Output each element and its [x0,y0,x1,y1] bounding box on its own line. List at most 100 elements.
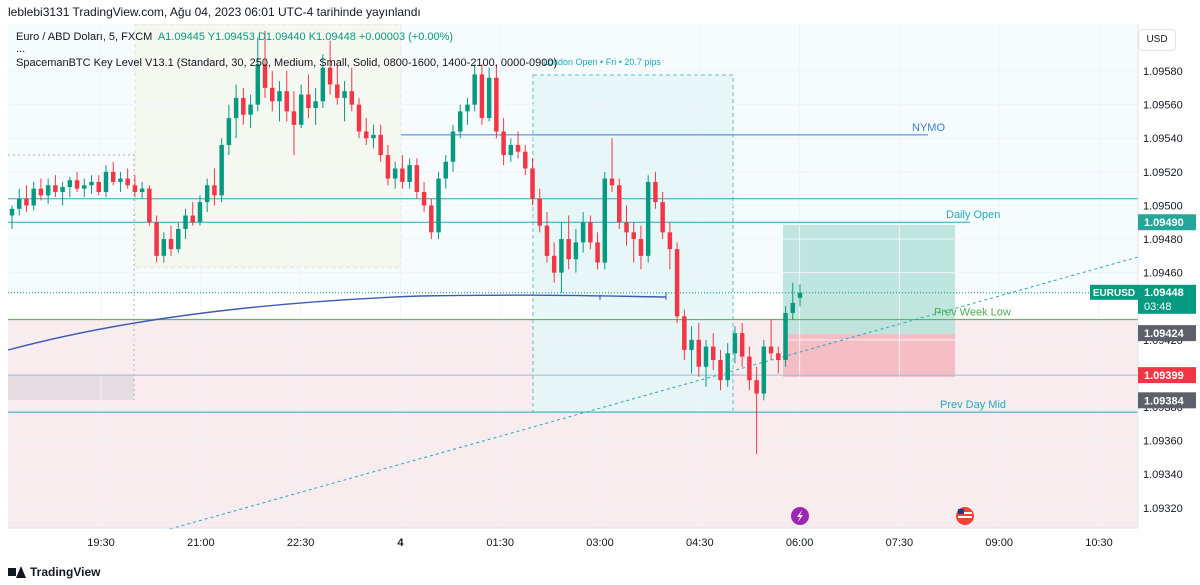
candle [682,309,687,360]
candle [429,198,434,240]
candle-body [783,312,788,360]
candle-body [797,292,803,298]
candle-body [204,185,210,203]
price-badge-text: 1.09384 [1144,395,1185,407]
candle-body [660,202,665,233]
candle-body [400,168,405,182]
candle-body [327,67,333,85]
candle-body [580,222,586,243]
candle [31,181,36,211]
event-icons[interactable] [791,507,974,525]
candle-body [429,205,434,233]
candle-body [168,239,174,250]
candle-body [776,353,781,360]
candle-body [711,346,716,360]
candle [89,175,94,194]
price-badge-text: 1.09399 [1144,370,1184,382]
candle [335,64,340,105]
candle-body [667,232,673,250]
candle-body [790,302,796,313]
x-tick-label: 06:00 [786,537,814,549]
candle-body [421,192,427,206]
legend-ellipsis[interactable]: ... [16,43,26,55]
candle-body [566,239,571,260]
candle [118,171,123,192]
x-tick-label: 21:00 [187,537,215,549]
candle-body [82,185,87,189]
candle-body [125,178,130,186]
candle [284,71,289,122]
candle-body [494,77,499,132]
candle [421,181,427,213]
candle [674,242,680,324]
candle-body [472,74,477,105]
candle [761,339,767,401]
chart-legend: Euro / ABD Doları, 5, FXCM A1.09445 Y1.0… [16,30,557,71]
us-flag-canton [958,509,964,514]
tradingview-logo[interactable]: TradingView [8,565,100,579]
candle-body [747,356,752,381]
candle-body [60,186,65,192]
candle-body [414,165,420,192]
candle [783,306,788,367]
candles-layer [9,30,803,455]
x-tick-label: 07:30 [886,537,914,549]
candle-countdown: 03:48 [1144,301,1172,313]
candle [609,138,615,192]
candle-body [689,339,694,350]
candle [617,178,622,229]
moving-average-layer [7,256,1139,530]
candle [204,178,210,213]
candle-body [219,144,224,196]
current-price-text: 1.09448 [1144,287,1184,299]
y-tick-label: 1.09500 [1143,200,1183,212]
candle [306,74,311,119]
candle [103,165,109,198]
candle [703,339,709,387]
candle [653,171,658,209]
candle-body [609,178,615,186]
candle [573,228,579,273]
candle-body [356,104,362,132]
x-tick-label: 04:30 [686,537,714,549]
currency-button[interactable]: USD [1138,29,1176,51]
candle [725,343,730,387]
x-tick-label: 03:00 [586,537,614,549]
symbol-badge [1090,284,1138,300]
candle [161,232,167,263]
candle [494,64,499,139]
candle-body [31,188,36,206]
candle-body [161,239,167,256]
time-axis[interactable]: 19:30 21:00 22:30 4 01:30 03:00 04:30 06:00 07:3… [8,527,1138,549]
candle [132,175,138,198]
candle [320,54,326,108]
candle [508,138,514,162]
candle [356,97,362,139]
candle [436,171,441,240]
candle [660,192,665,240]
candle-body [313,101,318,108]
candle [53,175,58,198]
candle-body [363,131,369,139]
candle-body [515,144,521,152]
price-badge [1138,325,1196,342]
tradingview-logo-icon [8,566,26,578]
candle [291,91,297,156]
price-badge [1138,392,1196,409]
price-chart[interactable]: NYMO Daily Open Prev Week Low Prev Day Mid L… [0,24,1200,561]
candle [631,222,636,263]
x-tick-label: 4 [397,537,404,549]
candle [190,202,195,226]
candle [197,195,203,226]
price-badge [1138,367,1196,384]
y-tick-label: 1.09320 [1143,503,1183,515]
candle [689,326,694,374]
candle [45,178,51,204]
candle-body [465,104,470,112]
candle [580,212,586,253]
candle [392,161,398,189]
candle-body [16,198,22,209]
candle [797,284,803,307]
symbol-legend-line: Euro / ABD Doları, 5, FXCM A1.09445 Y1.0… [16,30,557,45]
candle-body [501,131,506,156]
